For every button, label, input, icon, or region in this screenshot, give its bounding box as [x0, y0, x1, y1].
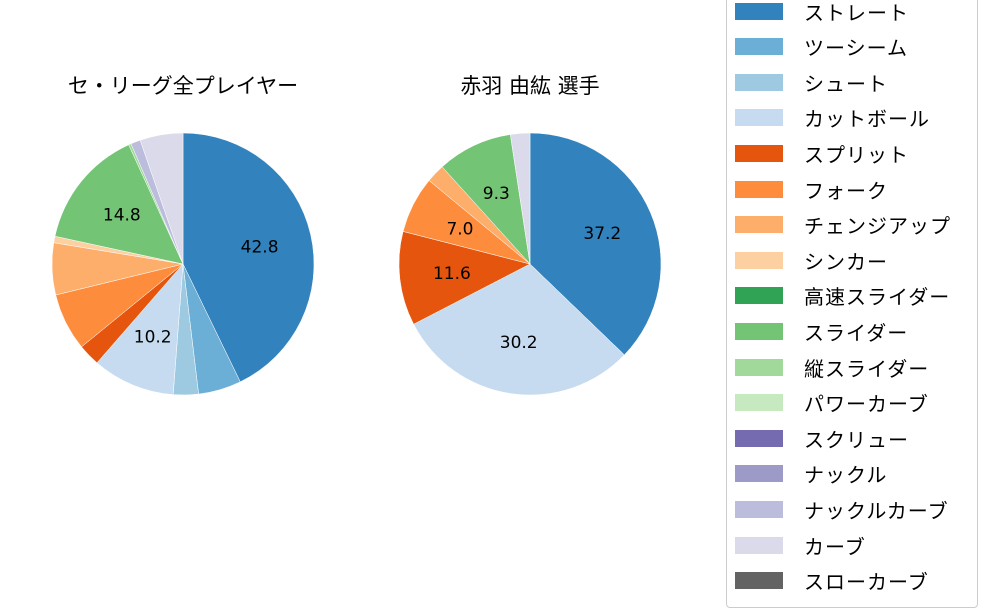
legend: ストレートツーシームシュートカットボール スプリットフォークチェンジアップ シンカー… — [726, 0, 978, 608]
slice-percentage-label: 30.2 — [500, 333, 538, 353]
legend-item: チェンジアップ — [735, 213, 951, 239]
legend-swatch — [735, 109, 783, 127]
pie-slice — [413, 263, 625, 396]
legend-label: スクリュー — [804, 427, 909, 452]
legend-item: シンカー — [735, 248, 888, 274]
legend-swatch — [735, 38, 783, 56]
legend-label: ストレート — [804, 0, 909, 25]
slice-percentage-label: 7.0 — [446, 219, 473, 239]
legend-label: チェンジアップ — [804, 214, 951, 239]
legend-swatch — [735, 500, 783, 518]
slice-percentage-label: 9.3 — [483, 184, 510, 204]
pie-slice — [54, 144, 184, 265]
legend-label: 高速スライダー — [804, 285, 951, 310]
legend-item: ナックルカーブ — [735, 497, 949, 523]
legend-swatch — [735, 322, 783, 340]
legend-swatch — [735, 572, 783, 590]
pie-slice — [182, 132, 315, 383]
chart-title-player: 赤羽 由紘 選手 — [460, 74, 600, 98]
pie-charts: 42.8 10.2 14.8 37.2 30.2 11.6 7.0 9.3 — [51, 132, 662, 396]
legend-swatch — [735, 536, 783, 554]
legend-item: スライダー — [735, 319, 909, 345]
legend-item: ナックル — [735, 462, 888, 488]
legend-swatch — [735, 216, 783, 234]
legend-swatch — [735, 251, 783, 269]
pie-chart-player: 37.2 30.2 11.6 7.0 9.3 — [398, 132, 662, 396]
legend-swatch — [735, 180, 783, 198]
legend-label: スローカーブ — [804, 570, 929, 595]
legend-label: スプリット — [804, 142, 909, 167]
slice-percentage-label: 11.6 — [433, 264, 471, 284]
legend-item: ストレート — [735, 0, 909, 25]
legend-label: ツーシーム — [804, 36, 908, 61]
legend-swatch — [735, 287, 783, 305]
legend-label: ナックルカーブ — [804, 498, 949, 523]
legend-label: フォーク — [804, 178, 888, 203]
pie-slice — [529, 132, 662, 356]
legend-swatch — [735, 394, 783, 412]
pie-slice — [96, 263, 184, 395]
legend-item: ツーシーム — [735, 35, 908, 61]
legend-swatch — [735, 358, 783, 376]
legend-swatch — [735, 429, 783, 447]
legend-swatch — [735, 73, 783, 91]
legend-label: スライダー — [804, 320, 909, 345]
legend-item: スローカーブ — [735, 569, 929, 595]
legend-label: カットボール — [804, 107, 930, 132]
legend-item: スクリュー — [735, 426, 909, 452]
legend-swatch — [735, 2, 783, 20]
legend-item: カーブ — [735, 533, 866, 559]
legend-item: スプリット — [735, 141, 909, 167]
legend-item: カットボール — [735, 106, 930, 132]
slice-percentage-label: 10.2 — [134, 328, 172, 348]
legend-swatch — [735, 144, 783, 162]
legend-item: 高速スライダー — [735, 284, 951, 310]
legend-label: ナックル — [804, 463, 888, 488]
legend-label: シンカー — [804, 249, 888, 274]
pie-slice — [510, 132, 531, 265]
legend-label: シュート — [804, 71, 888, 96]
legend-label: パワーカーブ — [804, 392, 929, 417]
pie-chart-league: 42.8 10.2 14.8 — [51, 132, 315, 396]
legend-item: シュート — [735, 70, 888, 96]
pie-slice — [398, 231, 531, 325]
slice-percentage-label: 37.2 — [583, 224, 621, 244]
slice-percentage-label: 42.8 — [241, 237, 279, 257]
legend-item: 縦スライダー — [735, 355, 930, 381]
pie-slice — [139, 132, 184, 265]
legend-label: 縦スライダー — [804, 356, 930, 381]
slice-percentage-label: 14.8 — [103, 206, 141, 226]
legend-label: カーブ — [804, 534, 866, 559]
pie-slice — [441, 134, 531, 265]
legend-item: フォーク — [735, 177, 888, 203]
legend-swatch — [735, 465, 783, 483]
chart-title-league: セ・リーグ全プレイヤー — [67, 74, 299, 98]
legend-item: パワーカーブ — [735, 391, 929, 417]
